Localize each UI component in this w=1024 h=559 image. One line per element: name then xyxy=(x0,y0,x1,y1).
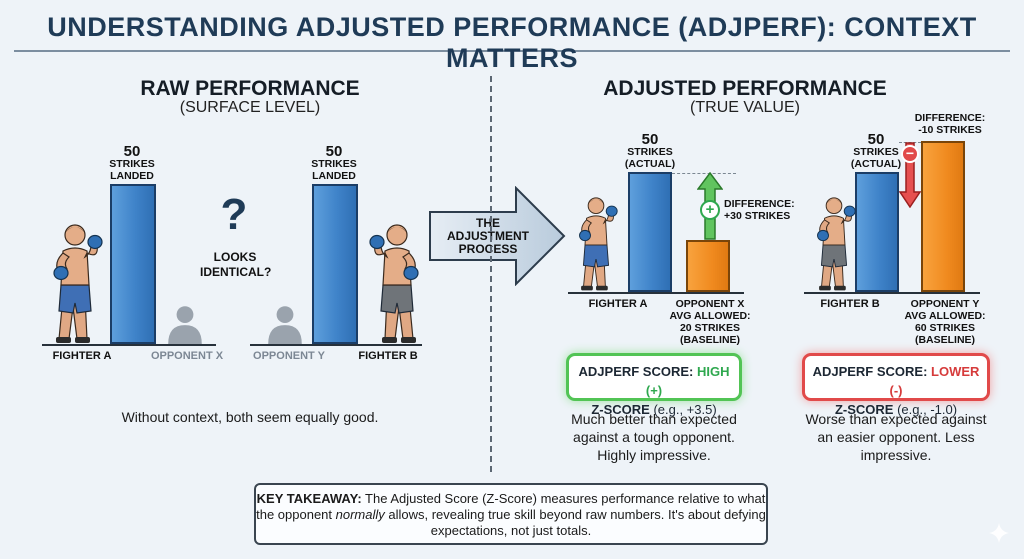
title-underline xyxy=(14,50,1010,52)
minus-icon: − xyxy=(901,145,919,163)
adj-a-difference: DIFFERENCE: +30 STRIKES xyxy=(724,198,795,222)
question-mark-icon: ? xyxy=(220,190,248,239)
plus-icon: + xyxy=(700,200,720,220)
takeaway-emphasis: normally xyxy=(335,507,385,522)
adj-b-note: Worse than expected against an easier op… xyxy=(805,411,987,463)
adjustment-process-label: THE ADJUSTMENT PROCESS xyxy=(446,216,529,256)
adj-opponent-x-label: OPPONENT X AVG ALLOWED: 20 STRIKES (BASE… xyxy=(669,298,751,346)
page-title: UNDERSTANDING ADJUSTED PERFORMANCE (ADJP… xyxy=(47,12,977,73)
boxer-icon xyxy=(362,215,432,345)
raw-b-bar xyxy=(312,184,358,344)
adj-a-note: Much better than expected against a toug… xyxy=(571,411,737,463)
raw-fighter-b-label: FIGHTER B xyxy=(358,350,418,362)
raw-heading: RAW PERFORMANCE xyxy=(140,77,360,100)
raw-b-value: 50 xyxy=(325,143,343,160)
score-b-line: ADJPERF SCORE: LOWER (-) xyxy=(805,362,987,400)
looks-identical-label: LOOKS IDENTICAL? xyxy=(200,250,272,279)
score-box-b: ADJPERF SCORE: LOWER (-) Z-SCORE (e.g., … xyxy=(802,353,990,417)
adj-a-value: 50 xyxy=(641,131,659,148)
score-b-value: LOWER (-) xyxy=(889,364,980,398)
adjusted-heading: ADJUSTED PERFORMANCE xyxy=(603,77,887,100)
raw-a-bar xyxy=(110,184,156,344)
raw-opponent-x-label: OPPONENT X xyxy=(150,350,224,362)
raw-a-value: 50 xyxy=(123,143,141,160)
zscore-b-prefix: Z-SCORE xyxy=(834,402,898,417)
takeaway-label: KEY TAKEAWAY: xyxy=(256,491,362,506)
adj-opponent-y-label: OPPONENT Y AVG ALLOWED: 60 STRIKES (BASE… xyxy=(904,298,986,346)
adj-a-reference-line xyxy=(672,173,736,174)
adj-b-value: 50 xyxy=(867,131,885,148)
zscore-a-line: Z-SCORE (e.g., +3.5) xyxy=(569,400,739,419)
score-a-prefix: ADJPERF SCORE: xyxy=(578,364,697,379)
adj-b-bar xyxy=(855,172,899,292)
score-a-line: ADJPERF SCORE: HIGH (+) xyxy=(569,362,739,400)
person-silhouette-icon xyxy=(263,302,307,344)
zscore-a-prefix: Z-SCORE xyxy=(591,402,654,417)
raw-subheading: (SURFACE LEVEL) xyxy=(179,99,321,116)
adj-b-caption: STRIKES (ACTUAL) xyxy=(850,146,902,170)
adj-a-caption: STRIKES (ACTUAL) xyxy=(624,146,676,170)
zscore-a-value: (e.g., +3.5) xyxy=(653,402,717,417)
raw-a-caption: STRIKES LANDED xyxy=(109,158,155,182)
adj-a-bar xyxy=(628,172,672,292)
raw-note: Without context, both seem equally good. xyxy=(121,409,379,425)
boxer-icon xyxy=(806,190,862,292)
score-box-a: ADJPERF SCORE: HIGH (+) Z-SCORE (e.g., +… xyxy=(566,353,742,417)
score-b-prefix: ADJPERF SCORE: xyxy=(812,364,932,379)
adj-b-baseline xyxy=(804,292,980,294)
sparkle-icon xyxy=(989,523,1009,543)
raw-left-baseline xyxy=(42,344,216,346)
adj-fighter-b-label: FIGHTER B xyxy=(820,298,880,310)
raw-opponent-y-label: OPPONENT Y xyxy=(253,350,325,362)
raw-b-caption: STRIKES LANDED xyxy=(311,158,357,182)
section-divider xyxy=(490,76,492,472)
adj-x-baseline-bar xyxy=(686,240,730,292)
adj-fighter-a-label: FIGHTER A xyxy=(588,298,648,310)
adj-y-baseline-bar xyxy=(921,141,965,292)
key-takeaway-box: KEY TAKEAWAY: The Adjusted Score (Z-Scor… xyxy=(254,483,768,545)
boxer-icon xyxy=(40,215,110,345)
adj-b-difference: DIFFERENCE: -10 STRIKES xyxy=(914,112,986,136)
raw-fighter-a-label: FIGHTER A xyxy=(52,350,112,362)
raw-right-baseline xyxy=(250,344,422,346)
zscore-b-line: Z-SCORE (e.g., -1.0) xyxy=(805,400,987,419)
arrow-right-icon xyxy=(429,186,566,286)
score-a-value: HIGH (+) xyxy=(645,364,730,398)
adj-a-baseline xyxy=(568,292,744,294)
arrow-down-icon xyxy=(899,142,921,208)
takeaway-text-1: The Adjusted Score (Z-Score) measures pe… xyxy=(256,491,766,522)
adjusted-subheading: (TRUE VALUE) xyxy=(690,99,800,116)
zscore-b-value: (e.g., -1.0) xyxy=(897,402,958,417)
person-silhouette-icon xyxy=(163,302,207,344)
takeaway-text-2: allows, revealing true skill beyond raw … xyxy=(384,507,766,538)
boxer-icon xyxy=(566,190,626,292)
